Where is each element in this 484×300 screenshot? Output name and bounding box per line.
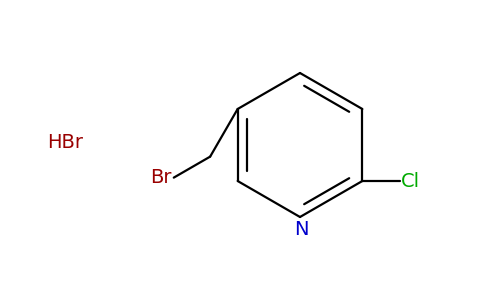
Text: N: N [294,220,308,239]
Text: HBr: HBr [47,133,83,152]
Text: Br: Br [150,168,172,187]
Text: Cl: Cl [401,172,421,190]
